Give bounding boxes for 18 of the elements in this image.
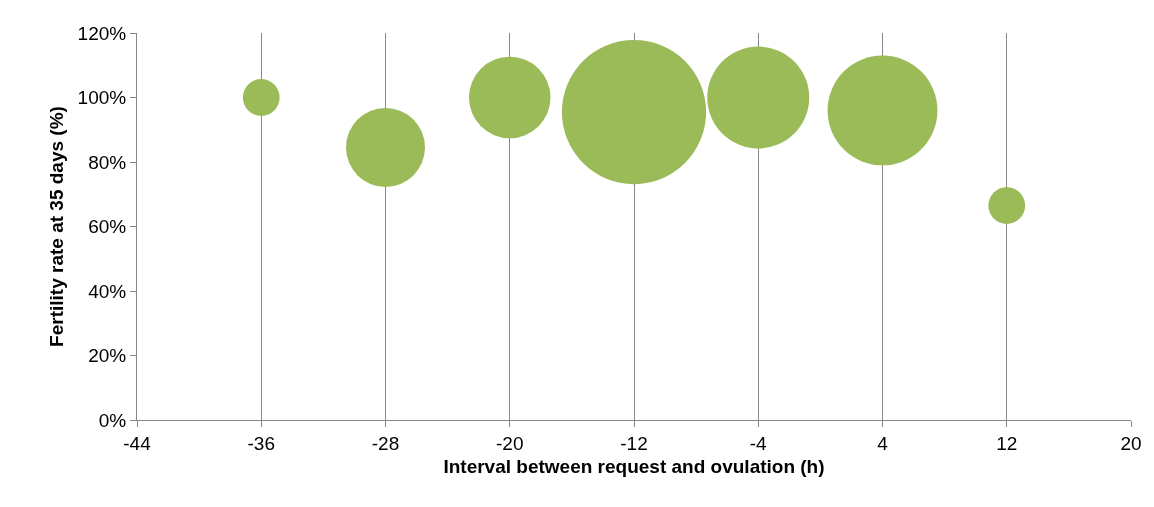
y-tick-label: 40% (88, 280, 127, 302)
x-tick-label: -12 (620, 432, 648, 454)
y-tick-label: 20% (88, 345, 127, 367)
y-tick-label: 120% (77, 22, 127, 44)
y-tick-label: 60% (88, 216, 127, 238)
x-axis-title: Interval between request and ovulation (h) (443, 455, 825, 477)
x-tick-label: 20 (1120, 432, 1142, 454)
y-tick-label: 80% (88, 151, 127, 173)
x-tick-label: -4 (749, 432, 768, 454)
x-tick-label: -28 (371, 432, 400, 454)
y-tick-label: 0% (98, 409, 127, 431)
x-tick-label: -20 (496, 432, 524, 454)
x-tick-label: -44 (123, 432, 152, 454)
y-tick-label: 100% (77, 87, 127, 109)
y-axis-title: Fertility rate at 35 days (%) (46, 106, 68, 347)
x-tick-label: 4 (877, 432, 889, 454)
x-tick-label: -36 (247, 432, 275, 454)
x-tick-label: 12 (996, 432, 1018, 454)
